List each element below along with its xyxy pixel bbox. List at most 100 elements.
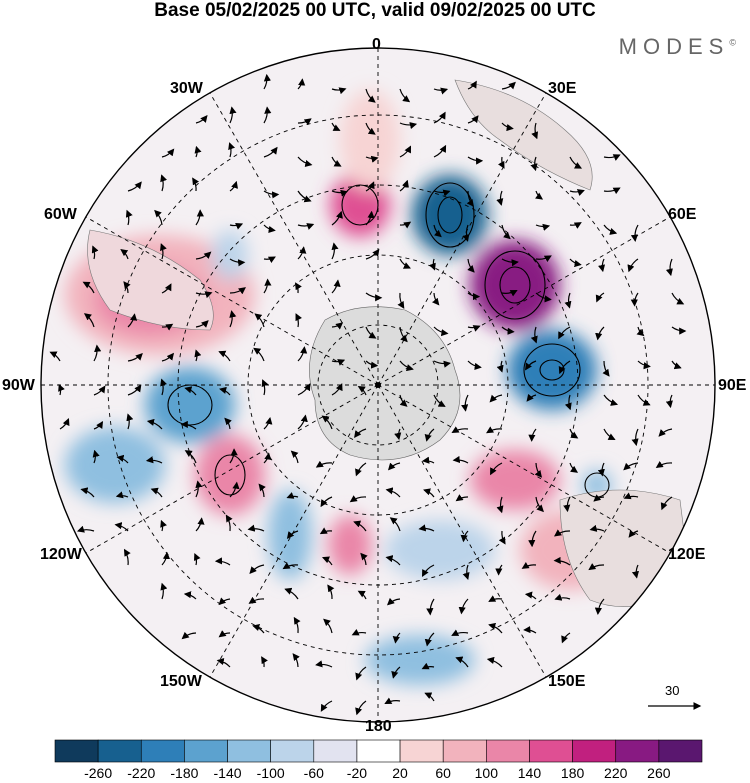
wind-arrow-icon bbox=[263, 416, 273, 430]
wind-arrow-icon bbox=[218, 630, 231, 638]
wind-arrow-icon bbox=[388, 462, 401, 471]
wind-arrow-icon bbox=[486, 656, 503, 668]
wind-arrow-icon bbox=[229, 106, 237, 124]
wind-arrow-icon bbox=[389, 517, 401, 532]
wind-arrow-icon bbox=[418, 524, 435, 532]
wind-arrow-icon bbox=[229, 448, 238, 464]
wind-arrow-icon bbox=[671, 326, 687, 335]
wind-arrow-icon bbox=[365, 88, 376, 103]
wind-arrow-icon bbox=[424, 692, 435, 702]
lon-label-150w: 150W bbox=[160, 673, 202, 690]
wind-arrow-icon bbox=[195, 251, 212, 260]
wind-arrow-icon bbox=[290, 450, 299, 464]
wind-arrow-icon bbox=[225, 514, 233, 532]
brand-text: MODES bbox=[618, 34, 730, 59]
wind-arrow-icon bbox=[331, 359, 346, 366]
wind-arrow-icon bbox=[495, 564, 503, 576]
wind-arrow-icon bbox=[595, 326, 605, 341]
wind-arrow-icon bbox=[219, 386, 231, 396]
wind-arrow-icon bbox=[229, 481, 240, 498]
wind-arrow-icon bbox=[195, 209, 204, 226]
wind-arrow-icon bbox=[433, 360, 451, 368]
wind-arrow-icon bbox=[558, 360, 571, 375]
wind-arrow-icon bbox=[321, 415, 333, 430]
colorbar-tick-label: -100 bbox=[256, 765, 285, 781]
wind-arrow-icon bbox=[637, 394, 651, 406]
wind-arrow-icon bbox=[525, 360, 537, 371]
wind-arrow-icon bbox=[284, 587, 299, 600]
anomaly-field bbox=[41, 48, 715, 722]
wind-arrow-icon bbox=[184, 450, 197, 464]
wind-arrow-icon bbox=[433, 144, 447, 158]
wind-arrow-icon bbox=[286, 530, 299, 540]
wind-arrow-icon bbox=[192, 177, 200, 192]
wind-arrow-icon bbox=[399, 145, 412, 158]
wind-arrow-icon bbox=[195, 115, 208, 124]
wind-arrow-icon bbox=[569, 222, 582, 229]
wind-arrow-icon bbox=[422, 456, 435, 464]
wind-arrow-icon bbox=[331, 156, 342, 167]
wind-arrow-icon bbox=[320, 496, 333, 508]
wind-arrow-icon bbox=[603, 394, 619, 406]
lon-label-90e: 90E bbox=[718, 377, 747, 394]
wind-arrow-icon bbox=[558, 326, 571, 340]
wind-arrow-icon bbox=[76, 525, 95, 533]
colorbar-tick-label: -260 bbox=[84, 765, 113, 781]
wind-arrow-icon bbox=[193, 553, 201, 566]
antarctica-landmass bbox=[309, 306, 461, 461]
wind-arrow-icon bbox=[391, 666, 401, 679]
colorbar-tick-label: 260 bbox=[647, 765, 671, 781]
wind-arrow-icon bbox=[433, 394, 446, 407]
wind-arrow-icon bbox=[180, 420, 197, 430]
colorbar-swatch bbox=[54, 739, 99, 763]
lon-label-180: 180 bbox=[365, 718, 392, 735]
colorbar-swatch bbox=[227, 739, 271, 763]
wind-arrow-icon bbox=[432, 292, 440, 306]
wind-arrow-icon bbox=[297, 346, 308, 362]
wind-arrow-icon bbox=[486, 426, 503, 434]
wind-arrow-icon bbox=[127, 352, 143, 362]
wind-arrow-icon bbox=[214, 557, 231, 566]
wind-arrow-icon bbox=[161, 323, 174, 331]
wind-arrow-icon bbox=[569, 189, 585, 196]
lon-label-120e: 120E bbox=[668, 546, 706, 563]
wind-arrow-icon bbox=[623, 492, 639, 500]
wind-arrow-icon bbox=[125, 209, 133, 226]
wind-arrow-icon bbox=[295, 282, 302, 294]
wind-arrow-icon bbox=[355, 462, 367, 477]
africa-landmass bbox=[454, 79, 593, 191]
wind-arrow-icon bbox=[658, 428, 673, 437]
lon-label-30w: 30W bbox=[170, 80, 203, 97]
wind-arrow-icon bbox=[399, 179, 409, 192]
reference-vector-label: 30 bbox=[665, 683, 680, 698]
wind-arrow-icon bbox=[331, 122, 341, 131]
wind-arrow-icon bbox=[603, 187, 621, 195]
wind-arrow-icon bbox=[354, 428, 367, 438]
wind-arrow-icon bbox=[261, 656, 268, 668]
wind-arrow-icon bbox=[455, 656, 469, 668]
wind-arrow-icon bbox=[297, 118, 312, 126]
wind-arrow-icon bbox=[399, 221, 412, 229]
brand-mark: © bbox=[729, 37, 736, 48]
wind-arrow-icon bbox=[321, 556, 333, 566]
wind-arrow-icon bbox=[115, 491, 129, 499]
wind-arrow-icon bbox=[598, 258, 606, 273]
lon-label-120w: 120W bbox=[40, 546, 82, 563]
wind-arrow-icon bbox=[349, 495, 367, 503]
colorbar-tick-label: 220 bbox=[604, 765, 628, 781]
wind-arrow-icon bbox=[263, 224, 276, 234]
wind-arrow-icon bbox=[671, 360, 682, 370]
lon-label-90w: 90W bbox=[2, 377, 35, 394]
wind-arrow-icon bbox=[297, 414, 308, 430]
wind-arrow-icon bbox=[426, 598, 435, 616]
colorbar-swatch bbox=[184, 739, 228, 763]
wind-arrow-icon bbox=[82, 281, 95, 294]
wind-arrow-icon bbox=[498, 530, 506, 545]
wind-arrow-icon bbox=[534, 462, 543, 478]
lon-label-60e: 60E bbox=[668, 206, 697, 223]
wind-arrow-icon bbox=[114, 522, 129, 532]
wind-arrow-icon bbox=[145, 456, 163, 464]
wind-arrow-icon bbox=[630, 224, 639, 242]
wind-arrow-icon bbox=[421, 662, 435, 670]
wind-arrow-icon bbox=[489, 394, 503, 403]
